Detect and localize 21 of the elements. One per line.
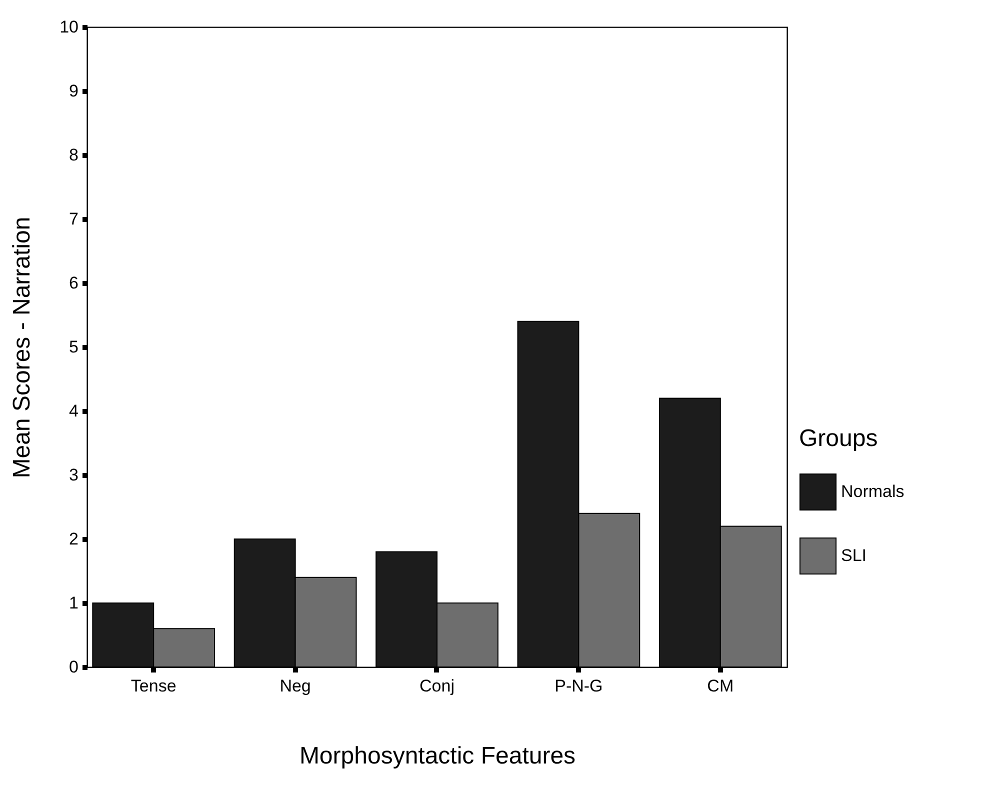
x-tick-label: P-N-G [554, 676, 603, 696]
y-tick-label: 6 [69, 274, 78, 292]
y-tick-label: 9 [69, 82, 78, 100]
legend-label: SLI [841, 546, 867, 565]
y-axis-title: Mean Scores - Narration [8, 216, 36, 478]
y-tick-label: 8 [69, 146, 78, 164]
y-tick-label: 10 [60, 18, 78, 36]
x-tick-label: CM [707, 676, 734, 696]
y-tick-label: 4 [69, 402, 78, 420]
legend-title: Groups [799, 425, 878, 452]
x-tick-label: Conj [420, 676, 454, 696]
x-tick-label: Neg [280, 676, 311, 696]
y-tick-label: 5 [69, 338, 78, 356]
x-axis-title: Morphosyntactic Features [299, 742, 576, 770]
y-tick-label: 7 [69, 210, 78, 228]
x-tick-label: Tense [130, 676, 176, 696]
y-tick-label: 3 [69, 466, 78, 484]
legend-label: Normals [841, 482, 904, 501]
y-tick-label: 2 [69, 530, 78, 548]
y-tick-label: 0 [69, 658, 78, 676]
y-tick-label: 1 [69, 594, 78, 612]
